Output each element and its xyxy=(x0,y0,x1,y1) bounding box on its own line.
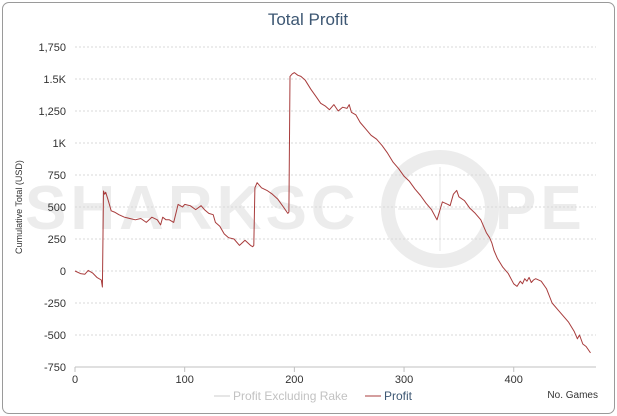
x-axis-title: No. Games xyxy=(547,390,598,401)
watermark-text: SHARKSC xyxy=(25,174,360,243)
y-tick-label: -250 xyxy=(44,298,66,310)
watermark-text-end: PE xyxy=(495,174,586,243)
legend-label-profit-excluding-rake: Profit Excluding Rake xyxy=(233,389,348,403)
x-tick-label: 200 xyxy=(285,374,303,386)
grid-lines xyxy=(75,46,596,336)
watermark-scope-ring xyxy=(381,150,499,268)
y-tick-label: 1,250 xyxy=(38,106,66,118)
x-tick-label: 0 xyxy=(72,374,78,386)
x-tick-label: 100 xyxy=(176,374,194,386)
chart-svg: SHARKSC PE 1,750 1.5K 1,250 1K 750 500 250 0 -25… xyxy=(14,10,598,403)
y-tick-label: 750 xyxy=(48,170,66,182)
legend: Profit Excluding Rake Profit xyxy=(214,389,413,403)
x-tick-label: 400 xyxy=(505,374,523,386)
legend-item-profit-excluding-rake[interactable]: Profit Excluding Rake xyxy=(214,389,348,403)
y-axis-ticks: 1,750 1.5K 1,250 1K 750 500 250 0 -250 -500 -750 xyxy=(38,42,66,374)
y-tick-label: 0 xyxy=(60,266,66,278)
y-tick-label: 500 xyxy=(48,202,66,214)
x-tick-label: 300 xyxy=(395,374,413,386)
series-line-profit xyxy=(74,72,591,354)
x-axis-ticks: 0 100 200 300 400 xyxy=(72,367,523,386)
y-tick-label: -500 xyxy=(44,330,66,342)
y-tick-label: -750 xyxy=(44,362,66,374)
series-lines xyxy=(74,72,591,354)
y-tick-label: 1.5K xyxy=(43,74,66,86)
y-tick-label: 250 xyxy=(48,234,66,246)
sharkscope-watermark-logo: SHARKSC PE xyxy=(25,150,586,268)
y-tick-label: 1,750 xyxy=(38,42,66,54)
chart-title: Total Profit xyxy=(268,10,349,29)
y-tick-label: 1K xyxy=(53,138,67,150)
legend-label-profit: Profit xyxy=(384,389,413,403)
legend-item-profit[interactable]: Profit xyxy=(365,389,413,403)
y-axis-title: Cumulative Total (USD) xyxy=(14,160,24,254)
